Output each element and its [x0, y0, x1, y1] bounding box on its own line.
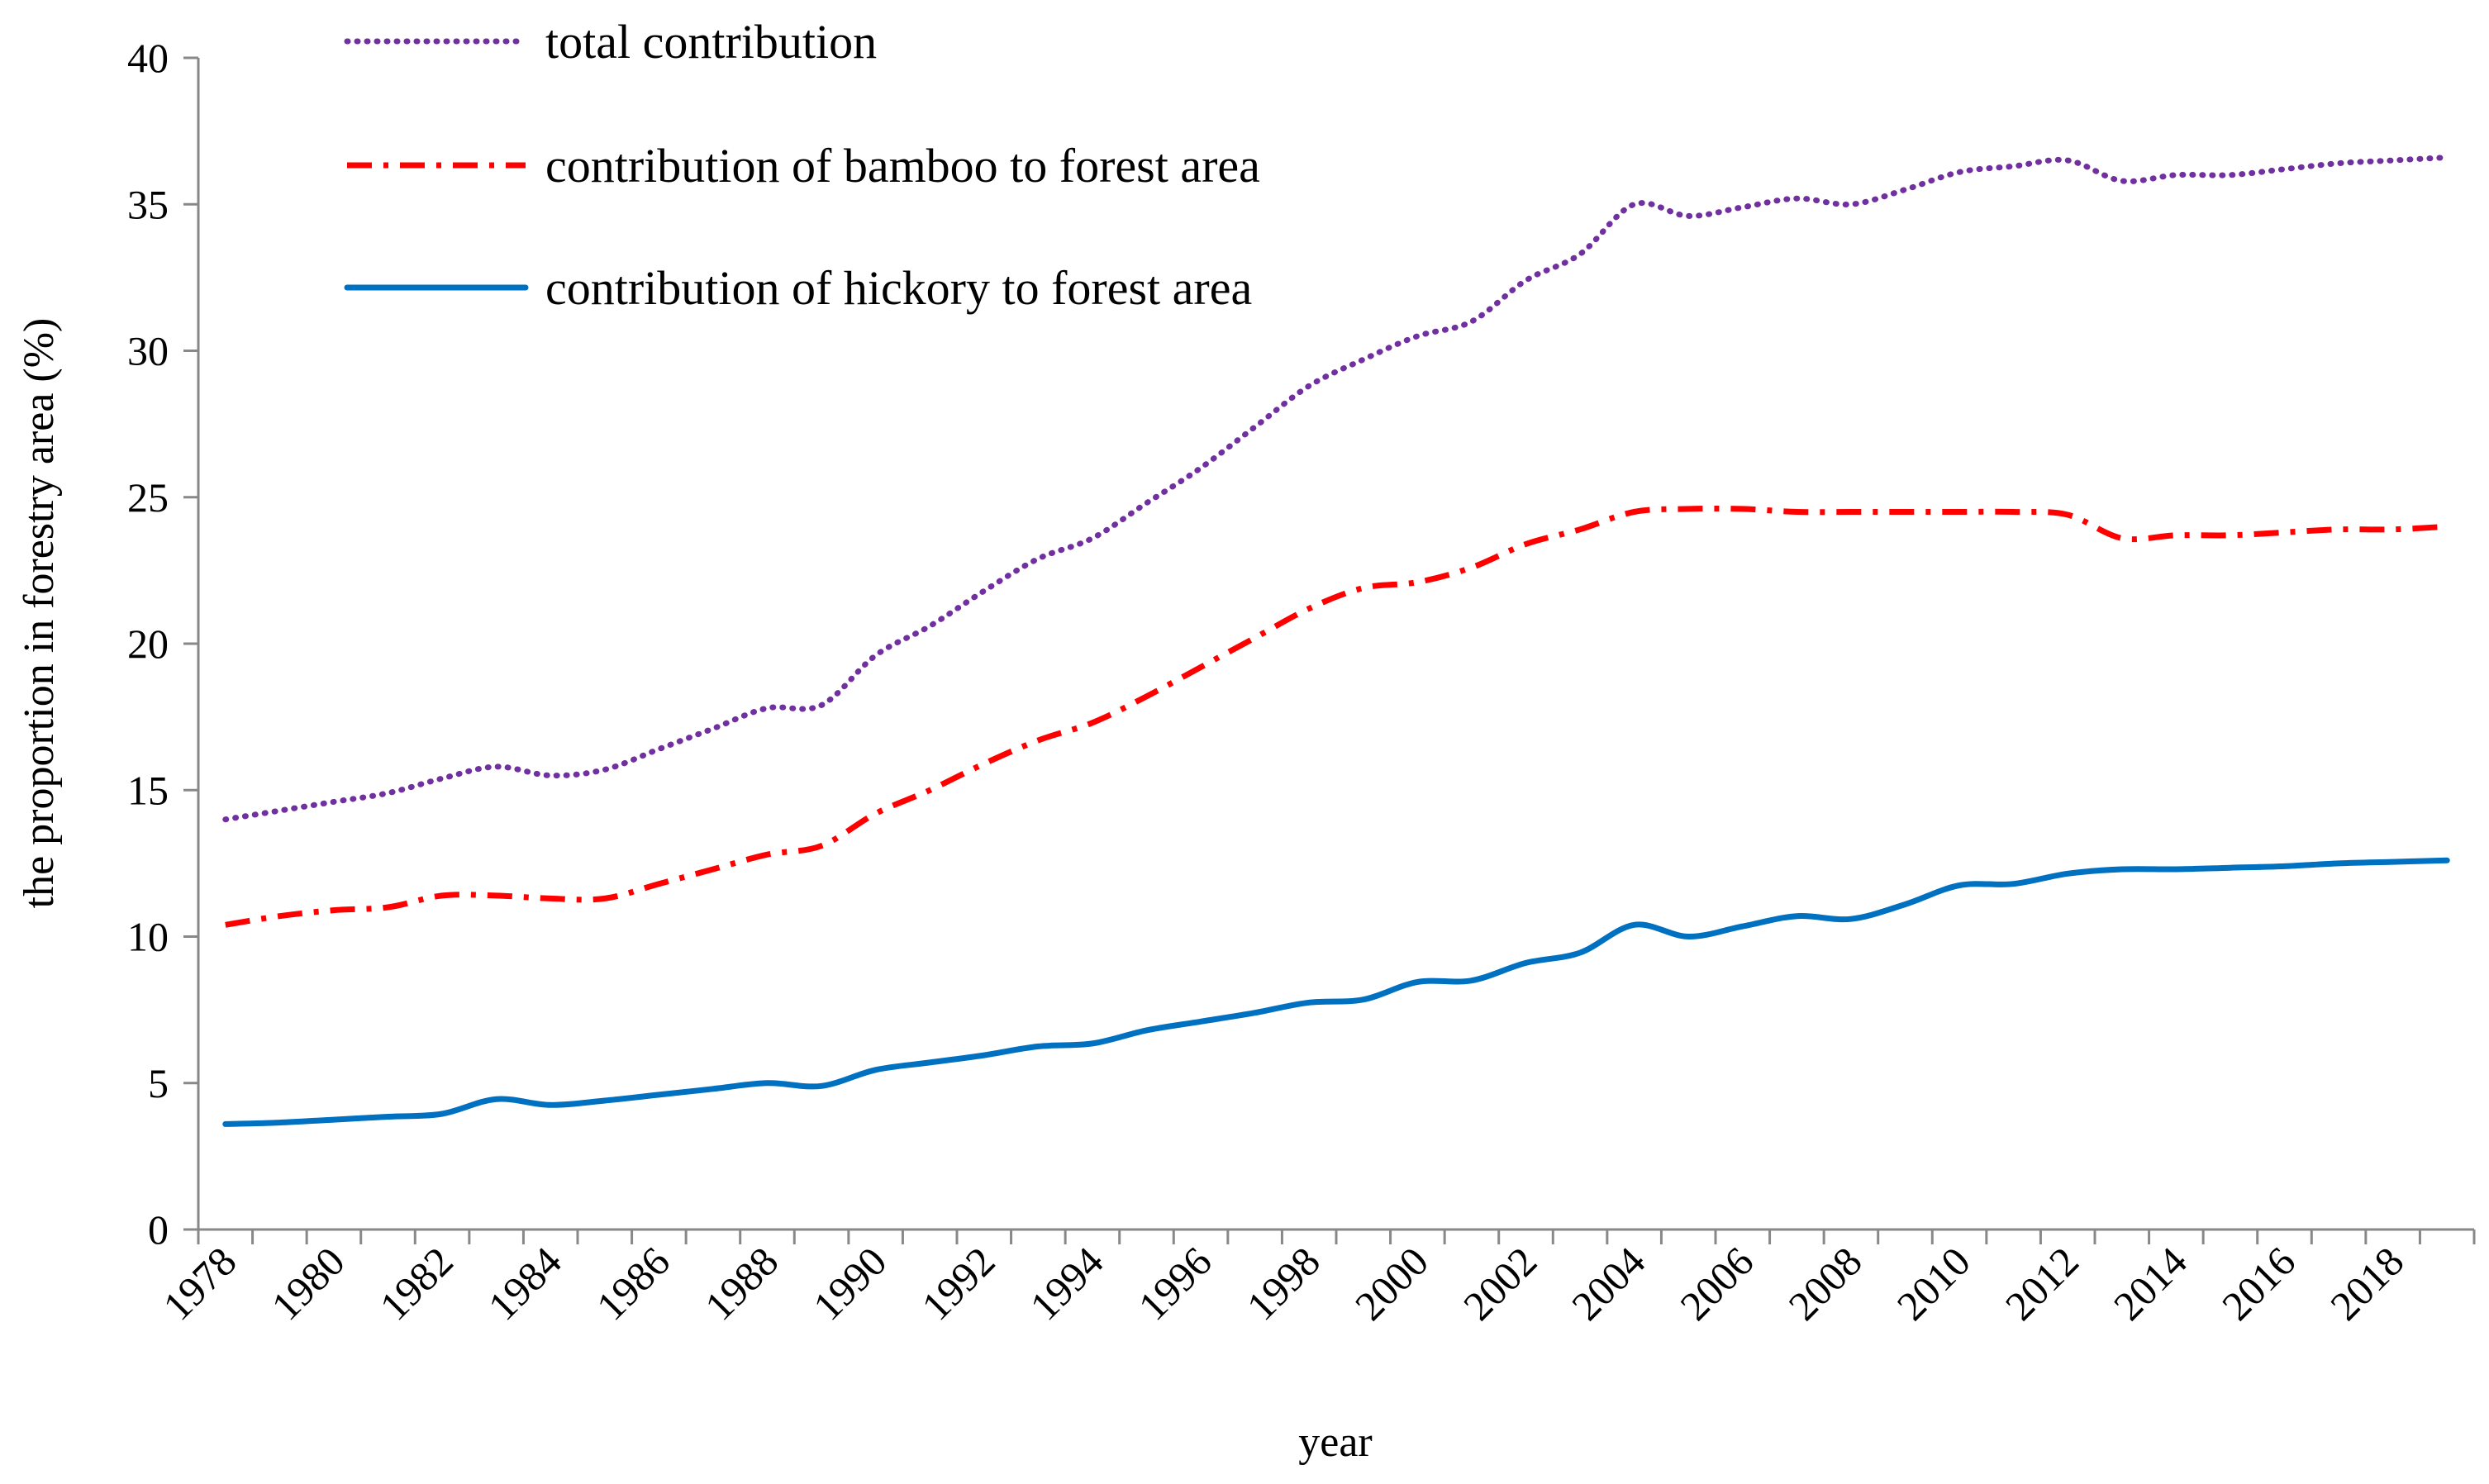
y-tick-label: 15: [127, 767, 169, 813]
y-tick-label: 5: [148, 1060, 169, 1106]
x-tick-label: 2014: [2105, 1238, 2196, 1329]
series-line-3: [222, 857, 2450, 1127]
x-tick-label: 2012: [1996, 1238, 2087, 1329]
legend-label-2: contribution of bamboo to forest area: [545, 139, 1260, 193]
y-tick-label: 40: [127, 35, 169, 81]
x-tick-label: 2002: [1454, 1238, 1545, 1329]
chart-legend: total contribution contribution of bamboo…: [344, 15, 1260, 315]
x-tick-label: 1980: [262, 1238, 353, 1329]
x-tick-label: 2008: [1779, 1238, 1870, 1329]
legend-label-1: total contribution: [545, 15, 877, 69]
x-tick-label: 1992: [912, 1238, 1003, 1329]
x-tick-label: 1986: [588, 1238, 678, 1329]
x-tick-label: 1984: [479, 1238, 570, 1329]
x-tick-label: 2000: [1346, 1238, 1437, 1329]
chart-series: [222, 155, 2450, 1127]
x-tick-label: 2018: [2321, 1238, 2412, 1329]
x-tick-label: 2004: [1563, 1238, 1654, 1329]
y-tick-label: 0: [148, 1206, 169, 1253]
x-tick-label: 1988: [696, 1238, 787, 1329]
x-tick-label: 2016: [2213, 1238, 2304, 1329]
x-tick-label: 1990: [804, 1238, 895, 1329]
y-tick-label: 25: [127, 474, 169, 521]
y-axis-title: the proportion in forestry area (%): [16, 318, 63, 909]
y-tick-label: 35: [127, 181, 169, 227]
x-tick-label: 1982: [371, 1238, 462, 1329]
chart-axes: [197, 58, 2474, 1231]
y-tick-label: 10: [127, 914, 169, 960]
series-line-1: [222, 155, 2450, 823]
x-tick-label: 1994: [1021, 1238, 1111, 1329]
x-tick-label: 1998: [1238, 1238, 1329, 1329]
x-tick-label: 2006: [1671, 1238, 1762, 1329]
x-tick-label: 1996: [1130, 1238, 1221, 1329]
y-tick-label: 30: [127, 328, 169, 374]
series-line-2: [225, 505, 2448, 928]
legend-label-3: contribution of hickory to forest area: [545, 261, 1252, 315]
y-tick-label: 20: [127, 621, 169, 667]
x-axis-title: year: [1298, 1419, 1372, 1466]
x-tick-label: 2010: [1888, 1238, 1979, 1329]
